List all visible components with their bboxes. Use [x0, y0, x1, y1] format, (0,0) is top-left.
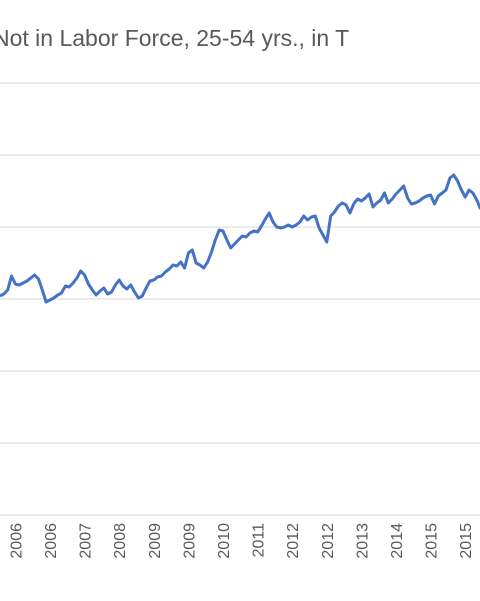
chart-title: Not in Labor Force, 25-54 yrs., in T — [0, 25, 349, 51]
x-tick-label: 2012 — [320, 523, 337, 559]
data-line — [0, 173, 480, 304]
x-tick-label: 2014 — [389, 523, 406, 559]
x-tick-label: 2015 — [424, 523, 441, 559]
x-tick-label: 2007 — [78, 523, 95, 559]
x-tick-label: 2009 — [181, 523, 198, 559]
x-tick-label: 2012 — [285, 523, 302, 559]
x-tick-label: 2015 — [458, 523, 475, 559]
x-tick-label: 2010 — [216, 523, 233, 559]
x-tick-label: 2006 — [43, 523, 60, 559]
x-tick-label: 2013 — [354, 523, 371, 559]
x-tick-label: 2011 — [251, 523, 268, 558]
x-tick-label: 2006 — [8, 523, 25, 559]
x-tick-label: 2008 — [112, 523, 129, 559]
x-tick-label: 2009 — [147, 523, 164, 559]
